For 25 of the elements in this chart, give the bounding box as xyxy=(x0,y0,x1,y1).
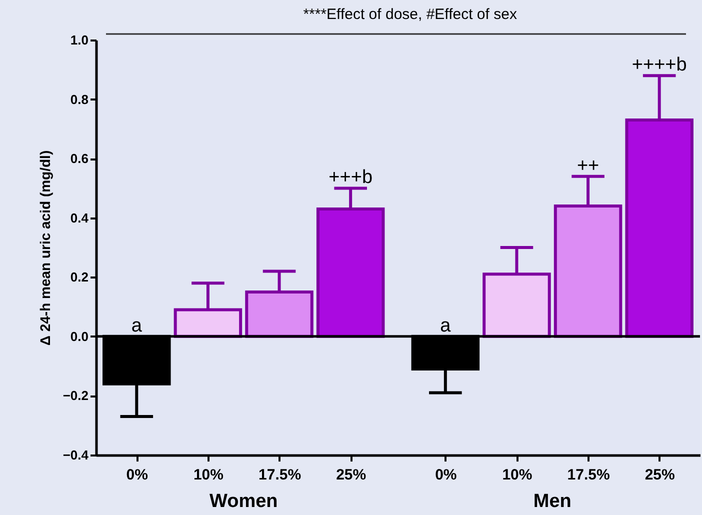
x-tick-label: 17.5% xyxy=(567,466,610,484)
x-tick-label: 10% xyxy=(502,466,532,484)
text: ****Effect of dose, #Effect of sex xyxy=(303,6,518,23)
x-tick-label: 0% xyxy=(435,466,457,484)
y-tick-label: −0.2 xyxy=(62,388,88,404)
y-tick-label: 0.6 xyxy=(70,151,88,166)
y-tick-label: 0.8 xyxy=(70,92,88,107)
x-tick-label: 10% xyxy=(193,466,224,484)
data-label: ++ xyxy=(576,155,600,176)
data-label: a xyxy=(131,315,142,336)
y-tick-label: −0.4 xyxy=(62,448,90,462)
y-tick-label: 0.2 xyxy=(70,270,88,285)
x-tick-label: 17.5% xyxy=(258,466,302,484)
y-tick-label: 0.0 xyxy=(70,328,88,344)
y-tick-label: 1.0 xyxy=(70,32,88,48)
y-tick-label: 0.4 xyxy=(70,210,90,226)
data-label: +++b xyxy=(328,167,373,188)
data-label: a xyxy=(440,315,452,336)
x-tick-label: 25% xyxy=(644,466,675,484)
y-axis-title: Δ 24-h mean uric acid (mg/dl) xyxy=(36,150,53,346)
text: Women xyxy=(209,491,278,512)
x-tick-label: 25% xyxy=(336,466,366,484)
text: Men xyxy=(533,491,572,512)
x-tick-label: 0% xyxy=(126,466,148,484)
data-label: ++++b xyxy=(632,54,687,76)
